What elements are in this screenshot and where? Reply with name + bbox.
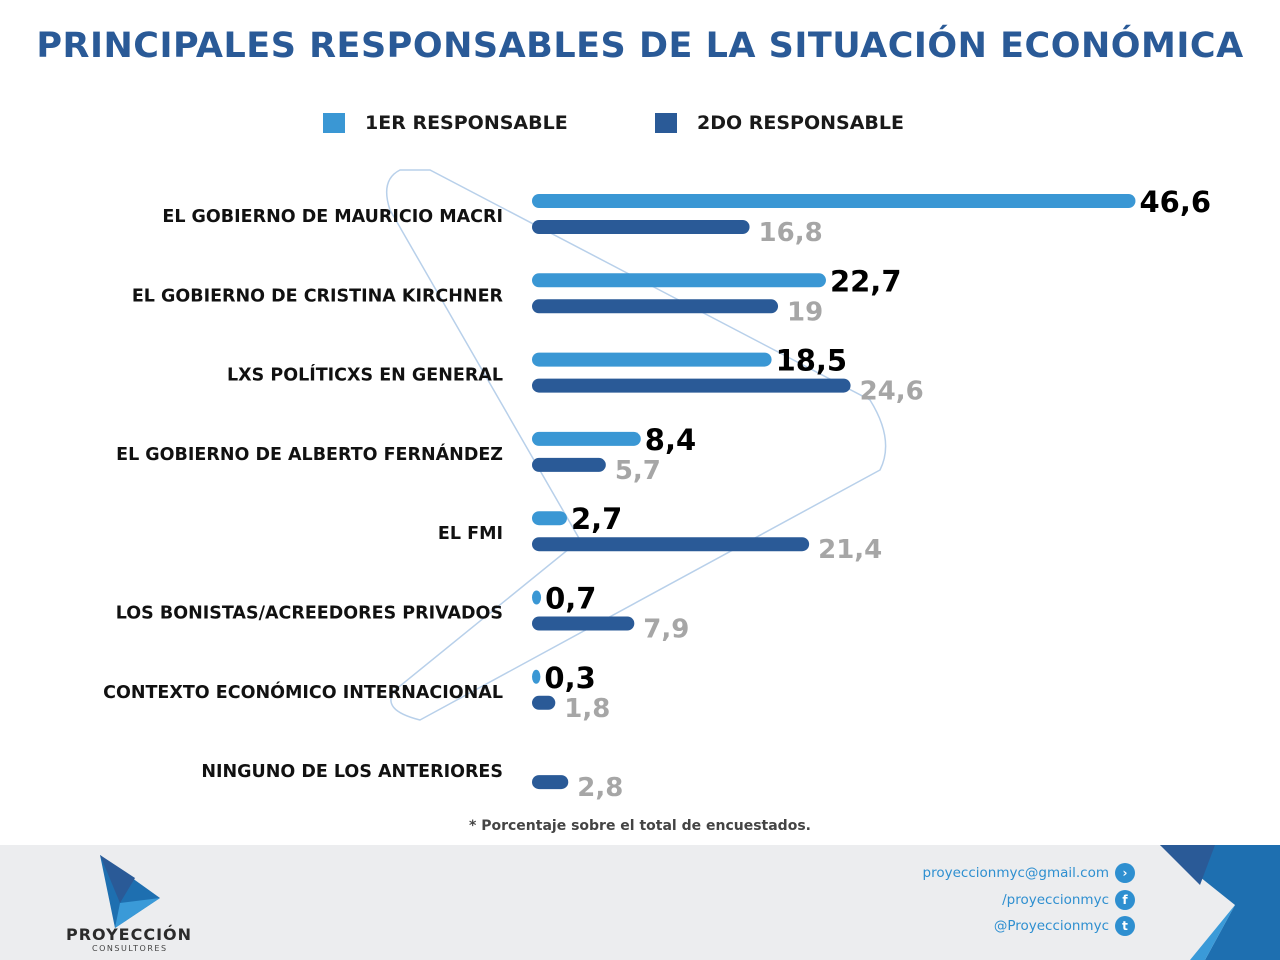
bar-1er xyxy=(532,431,641,446)
logo-icon xyxy=(100,855,160,928)
bar-2do xyxy=(532,378,851,393)
legend-item-2do: 2DO RESPONSABLE xyxy=(655,112,904,134)
corner-decoration xyxy=(1160,845,1280,960)
legend-label: 2DO RESPONSABLE xyxy=(697,112,904,134)
data-label: 2,7 xyxy=(571,502,622,536)
category-label: EL FMI xyxy=(438,524,503,544)
data-label: 19 xyxy=(787,297,823,327)
facebook-icon: f xyxy=(1115,890,1135,910)
bar-1er xyxy=(532,669,541,684)
twitter-link[interactable]: @Proyeccionmyc t xyxy=(994,916,1135,936)
footer: PROYECCIÓN CONSULTORES proyeccionmyc@gma… xyxy=(0,845,1280,960)
data-label: 21,4 xyxy=(818,535,882,565)
brand-name: PROYECCIÓN xyxy=(66,925,193,944)
data-label: 18,5 xyxy=(776,344,848,378)
bar-2do xyxy=(532,299,779,314)
brand-sub: CONSULTORES xyxy=(92,944,168,953)
bar-1er xyxy=(532,273,826,288)
legend-swatch xyxy=(655,113,677,133)
bar-1er xyxy=(532,590,542,605)
facebook-link[interactable]: /proyeccionmyc f xyxy=(1002,890,1135,910)
facebook-text: /proyeccionmyc xyxy=(1002,892,1109,908)
bar-1er xyxy=(532,352,772,367)
email-text: proyeccionmyc@gmail.com xyxy=(922,865,1109,881)
bar-2do xyxy=(532,220,750,234)
legend-label: 1ER RESPONSABLE xyxy=(365,112,568,134)
legend-item-1er: 1ER RESPONSABLE xyxy=(323,112,568,134)
bar-2do xyxy=(532,775,569,790)
category-label: EL GOBIERNO DE CRISTINA KIRCHNER xyxy=(132,286,504,306)
bar-1er xyxy=(532,194,1136,208)
category-label: LOS BONISTAS/ACREEDORES PRIVADOS xyxy=(116,604,503,624)
data-label: 1,8 xyxy=(564,694,610,724)
chart-title: PRINCIPALES RESPONSABLES DE LA SITUACIÓN… xyxy=(36,26,1244,66)
data-label: 16,8 xyxy=(759,218,823,248)
bar-1er xyxy=(532,511,567,526)
bar-chart: EL GOBIERNO DE MAURICIO MACRI 46,6 16,8 EL … xyxy=(103,169,1211,803)
watermark-shape xyxy=(385,169,887,721)
category-label: CONTEXTO ECONÓMICO INTERNACIONAL xyxy=(103,681,503,703)
arrow-icon: › xyxy=(1115,863,1135,883)
category-label: EL GOBIERNO DE ALBERTO FERNÁNDEZ xyxy=(116,443,503,465)
category-label: EL GOBIERNO DE MAURICIO MACRI xyxy=(162,207,503,227)
twitter-text: @Proyeccionmyc xyxy=(993,918,1109,934)
data-label: 5,7 xyxy=(615,456,661,486)
data-label: 24,6 xyxy=(860,377,924,407)
data-label: 8,4 xyxy=(645,423,696,457)
legend-swatch xyxy=(323,113,345,133)
twitter-icon: t xyxy=(1115,916,1135,936)
bar-2do xyxy=(532,457,606,472)
bar-2do xyxy=(532,537,810,552)
data-label: 0,7 xyxy=(545,582,596,616)
data-label: 7,9 xyxy=(643,615,689,645)
data-label: 46,6 xyxy=(1139,185,1211,219)
bar-2do xyxy=(532,695,556,710)
data-label: 2,8 xyxy=(577,773,623,803)
bar-2do xyxy=(532,616,635,631)
email-link[interactable]: proyeccionmyc@gmail.com › xyxy=(923,863,1135,883)
category-label: LXS POLÍTICXS EN GENERAL xyxy=(227,364,503,386)
footnote: * Porcentaje sobre el total de encuestad… xyxy=(469,818,811,834)
data-label: 22,7 xyxy=(830,264,902,298)
data-label: 0,3 xyxy=(544,661,595,695)
category-label: NINGUNO DE LOS ANTERIORES xyxy=(201,762,503,782)
